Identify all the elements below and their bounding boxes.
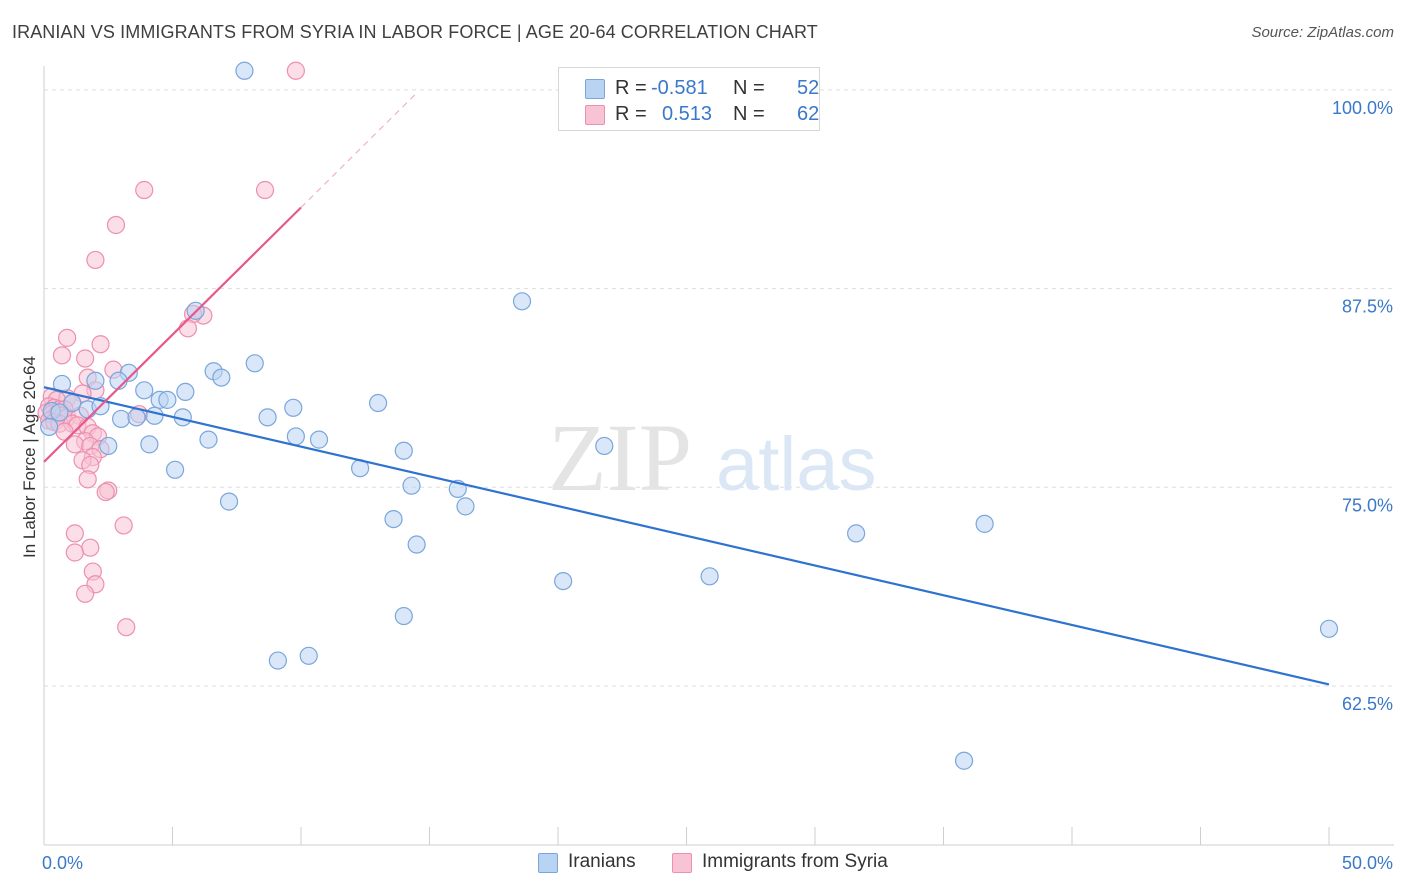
trend-lines: [43, 92, 1330, 686]
y-axis-label: In Labor Force | Age 20-64: [20, 356, 39, 558]
data-point-iranians: [50, 403, 69, 422]
data-point-iranians: [199, 430, 218, 449]
data-point-iranians: [299, 646, 318, 665]
data-point-iranians: [847, 524, 866, 543]
data-point-iranians: [40, 417, 59, 436]
axes: [43, 66, 1394, 846]
legend-n-value: 62: [797, 103, 820, 125]
data-point-syria: [106, 215, 126, 235]
data-point-iranians: [456, 497, 475, 516]
data-point-syria: [76, 349, 95, 368]
data-point-iranians: [384, 509, 403, 529]
data-point-iranians: [235, 61, 254, 80]
grid-lines: [44, 89, 1394, 687]
data-point-syria: [81, 538, 100, 557]
y-tick-label: 87.5%: [1342, 297, 1393, 317]
data-point-iranians: [512, 292, 532, 311]
data-point-iranians: [86, 371, 105, 390]
data-point-iranians: [700, 567, 719, 586]
data-point-syria: [135, 180, 154, 200]
data-point-iranians: [954, 751, 974, 770]
data-point-syria: [58, 328, 77, 347]
x-tick-label: 50.0%: [1342, 853, 1393, 873]
data-point-iranians: [309, 430, 329, 449]
data-point-syria: [86, 250, 105, 270]
data-point-iranians: [145, 406, 164, 425]
data-point-iranians: [975, 514, 994, 533]
data-point-syria: [178, 319, 198, 338]
data-point-syria: [78, 470, 97, 489]
data-point-iranians: [176, 382, 195, 402]
data-point-syria: [52, 346, 72, 365]
data-point-iranians: [158, 390, 177, 409]
data-point-syria: [114, 516, 133, 535]
trend-extension-syria: [300, 92, 418, 208]
y-tick-label: 100.0%: [1332, 98, 1393, 118]
bottom-legend-label-iranians: Iranians: [568, 851, 636, 872]
data-point-iranians: [127, 408, 146, 427]
data-point-syria: [255, 180, 275, 200]
data-point-iranians: [407, 535, 426, 554]
data-point-iranians: [284, 398, 303, 417]
data-point-syria: [286, 61, 305, 80]
bottom-legend-label-syria: Immigrants from Syria: [702, 851, 888, 872]
data-point-iranians: [212, 368, 231, 387]
legend-r-label: R =: [615, 103, 647, 125]
data-point-syria: [65, 543, 84, 562]
correlation-legend: R = -0.581 N = 52 R = 0.513 N = 62: [558, 67, 820, 131]
data-point-iranians: [135, 381, 154, 400]
data-point-iranians: [219, 492, 239, 511]
data-point-iranians: [394, 606, 413, 626]
data-point-iranians: [111, 409, 131, 429]
legend-n-value: 52: [797, 77, 820, 99]
legend-r-label: R =: [615, 77, 647, 99]
data-point-iranians: [402, 476, 421, 495]
data-point-iranians: [1319, 619, 1339, 638]
data-point-syria: [65, 524, 84, 543]
data-point-iranians: [245, 354, 264, 373]
legend-swatch-syria: [585, 105, 605, 125]
data-point-iranians: [286, 427, 305, 446]
data-point-iranians: [52, 374, 72, 394]
data-point-syria: [96, 482, 115, 502]
data-point-iranians: [554, 571, 573, 591]
x-tick-label: 0.0%: [42, 853, 83, 873]
watermark: ZIP atlas: [548, 404, 877, 511]
legend-r-value: 0.513: [662, 103, 713, 125]
chart-title: IRANIAN VS IMMIGRANTS FROM SYRIA IN LABO…: [12, 22, 818, 42]
y-tick-label: 62.5%: [1342, 694, 1393, 714]
data-point-iranians: [595, 436, 614, 456]
trend-line-syria: [43, 206, 302, 463]
legend-swatch-iranians: [585, 79, 605, 99]
tick-labels: 62.5% 75.0% 87.5% 100.0% 0.0% 50.0%: [42, 98, 1393, 873]
bottom-swatch-iranians: [538, 853, 558, 873]
data-point-iranians: [99, 436, 118, 456]
trend-line-iranians: [43, 386, 1330, 686]
data-point-syria: [91, 335, 110, 354]
watermark-atlas: atlas: [716, 422, 877, 507]
series-syria-points: [37, 61, 305, 637]
watermark-zip: ZIP: [548, 404, 692, 511]
data-point-syria: [117, 618, 136, 637]
data-point-iranians: [165, 460, 185, 479]
legend-r-value: -0.581: [651, 77, 708, 99]
series-iranians-points: [40, 61, 1339, 770]
data-point-iranians: [394, 441, 413, 460]
data-point-iranians: [140, 435, 159, 454]
bottom-swatch-syria: [672, 853, 692, 873]
legend-n-label: N =: [733, 103, 765, 125]
data-point-iranians: [268, 651, 287, 670]
data-point-iranians: [258, 408, 277, 427]
data-point-syria: [76, 584, 95, 603]
legend-n-label: N =: [733, 77, 765, 99]
data-point-iranians: [369, 393, 388, 413]
y-tick-label: 75.0%: [1342, 495, 1393, 515]
source-label: Source: ZipAtlas.com: [1251, 24, 1394, 41]
